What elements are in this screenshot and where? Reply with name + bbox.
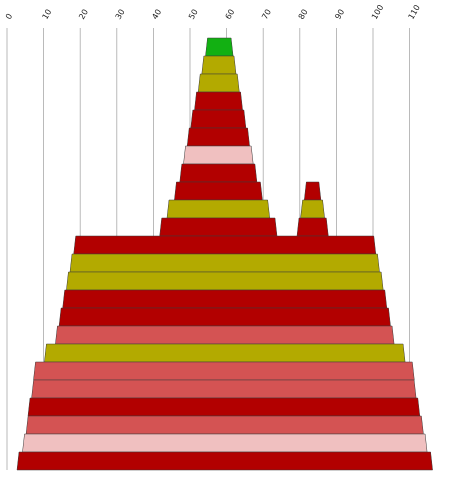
x-tick-label-10: 10: [41, 8, 54, 21]
band-rose-22: [33, 361, 415, 381]
x-tick-label-100: 100: [370, 3, 385, 21]
band-olive-3: [197, 73, 240, 93]
band-rose-20: [55, 325, 395, 345]
band-red-27: [16, 451, 433, 471]
band-red-13: [159, 217, 278, 237]
band-red-4: [194, 91, 243, 111]
x-tick-label-50: 50: [187, 8, 200, 21]
band-red-5: [190, 109, 247, 129]
band-red-18: [62, 289, 388, 309]
band-olive-2: [201, 55, 237, 75]
band-pink-7: [183, 145, 254, 165]
band-red-15: [73, 235, 377, 255]
band-red-19: [58, 307, 391, 327]
x-tick-label-110: 110: [407, 3, 422, 21]
x-tick-label-80: 80: [297, 8, 310, 21]
band-red-24: [27, 397, 421, 417]
band-green-1: [205, 37, 234, 57]
x-tick-label-60: 60: [224, 8, 237, 21]
band-olive-12: [300, 199, 325, 219]
band-olive-16: [69, 253, 380, 273]
band-rose-23: [31, 379, 417, 399]
x-tick-label-20: 20: [77, 8, 90, 21]
band-olive-21: [44, 343, 406, 363]
chart-bands: [16, 37, 433, 471]
band-olive-17: [66, 271, 384, 291]
x-tick-label-90: 90: [333, 8, 346, 21]
band-red-10: [304, 181, 322, 201]
x-tick-label-70: 70: [260, 8, 273, 21]
x-axis-ticks: 0 10 20 30 40 50 60 70 80 90 100 110: [4, 3, 422, 21]
band-olive-11: [166, 199, 270, 219]
x-tick-label-40: 40: [150, 8, 163, 21]
x-tick-label-0: 0: [4, 12, 14, 21]
band-pink-26: [22, 433, 428, 453]
band-red-9: [174, 181, 263, 201]
band-red-6: [186, 127, 250, 147]
band-red-14: [296, 217, 329, 237]
band-rose-25: [25, 415, 424, 435]
x-tick-label-30: 30: [114, 8, 127, 21]
band-red-8: [179, 163, 258, 183]
